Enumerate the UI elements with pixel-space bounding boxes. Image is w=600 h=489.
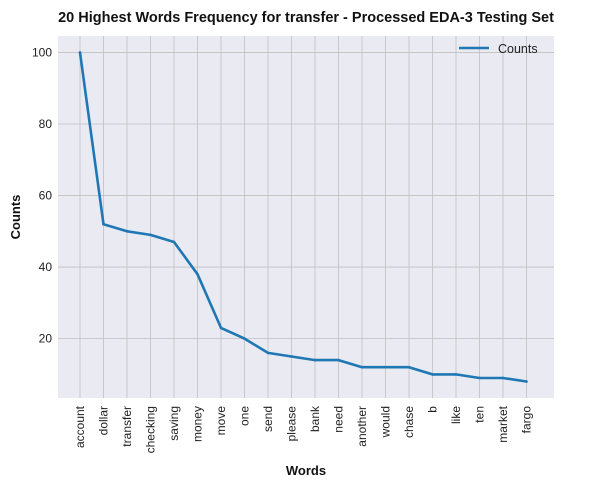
series-line-counts <box>78 52 527 383</box>
x-tick-labels: account dollar transfer checking saving money… <box>73 405 534 453</box>
data-point-ten <box>478 376 481 380</box>
x-tick-label-would: would <box>379 406 393 438</box>
y-tick-label-60: 60 <box>39 189 53 203</box>
data-point-transfer <box>125 230 129 233</box>
data-point-money <box>196 272 199 276</box>
y-tick-label-40: 40 <box>39 260 53 274</box>
x-tick-label-like: like <box>449 406 463 424</box>
x-tick-label-transfer: transfer <box>120 406 134 447</box>
data-point-chase <box>407 365 411 369</box>
data-point-please <box>290 355 293 358</box>
data-point-saving <box>172 240 176 244</box>
data-point-market <box>501 376 505 380</box>
data-point-send <box>266 351 270 355</box>
x-tick-label-move: move <box>214 406 228 436</box>
legend-label: Counts <box>498 42 538 56</box>
x-tick-label-need: need <box>332 406 346 433</box>
y-tick-label-100: 100 <box>32 45 52 59</box>
x-tick-label-account: account <box>73 405 87 448</box>
grid <box>58 36 554 398</box>
x-tick-label-dollar: dollar <box>97 406 111 435</box>
x-axis-label: Words <box>286 463 326 478</box>
chart-title: 20 Highest Words Frequency for transfer … <box>58 10 554 26</box>
x-tick-label-another: another <box>355 406 369 447</box>
x-tick-label-fargo: fargo <box>520 406 534 434</box>
data-point-bank <box>313 358 317 362</box>
data-point-one <box>243 337 246 340</box>
x-tick-label-market: market <box>496 405 510 442</box>
data-point-would <box>384 365 387 369</box>
y-tick-labels: 20 40 60 80 100 <box>32 45 52 345</box>
y-tick-label-20: 20 <box>39 332 53 346</box>
y-tick-label-80: 80 <box>39 117 53 131</box>
x-tick-label-b: b <box>426 406 440 413</box>
x-tick-label-please: please <box>285 406 299 442</box>
data-point-need <box>337 358 340 362</box>
x-tick-label-checking: checking <box>144 406 158 453</box>
x-tick-label-bank: bank <box>308 405 322 432</box>
data-point-dollar <box>102 222 105 226</box>
plot-background <box>58 36 554 398</box>
data-point-b <box>431 373 434 376</box>
legend: Counts <box>459 42 538 56</box>
data-point-like <box>454 373 458 376</box>
x-tick-label-ten: ten <box>473 406 487 423</box>
x-tick-label-saving: saving <box>167 406 181 441</box>
x-tick-label-send: send <box>261 406 275 432</box>
y-axis-label: Counts <box>8 195 23 240</box>
data-point-fargo <box>525 380 528 383</box>
data-point-move <box>219 326 223 330</box>
data-point-another <box>360 365 364 369</box>
data-point-account <box>78 51 82 54</box>
x-tick-label-chase: chase <box>402 406 416 438</box>
x-tick-label-one: one <box>238 406 252 426</box>
data-point-checking <box>149 233 152 237</box>
x-tick-label-money: money <box>191 406 205 442</box>
series-layer <box>78 51 528 383</box>
